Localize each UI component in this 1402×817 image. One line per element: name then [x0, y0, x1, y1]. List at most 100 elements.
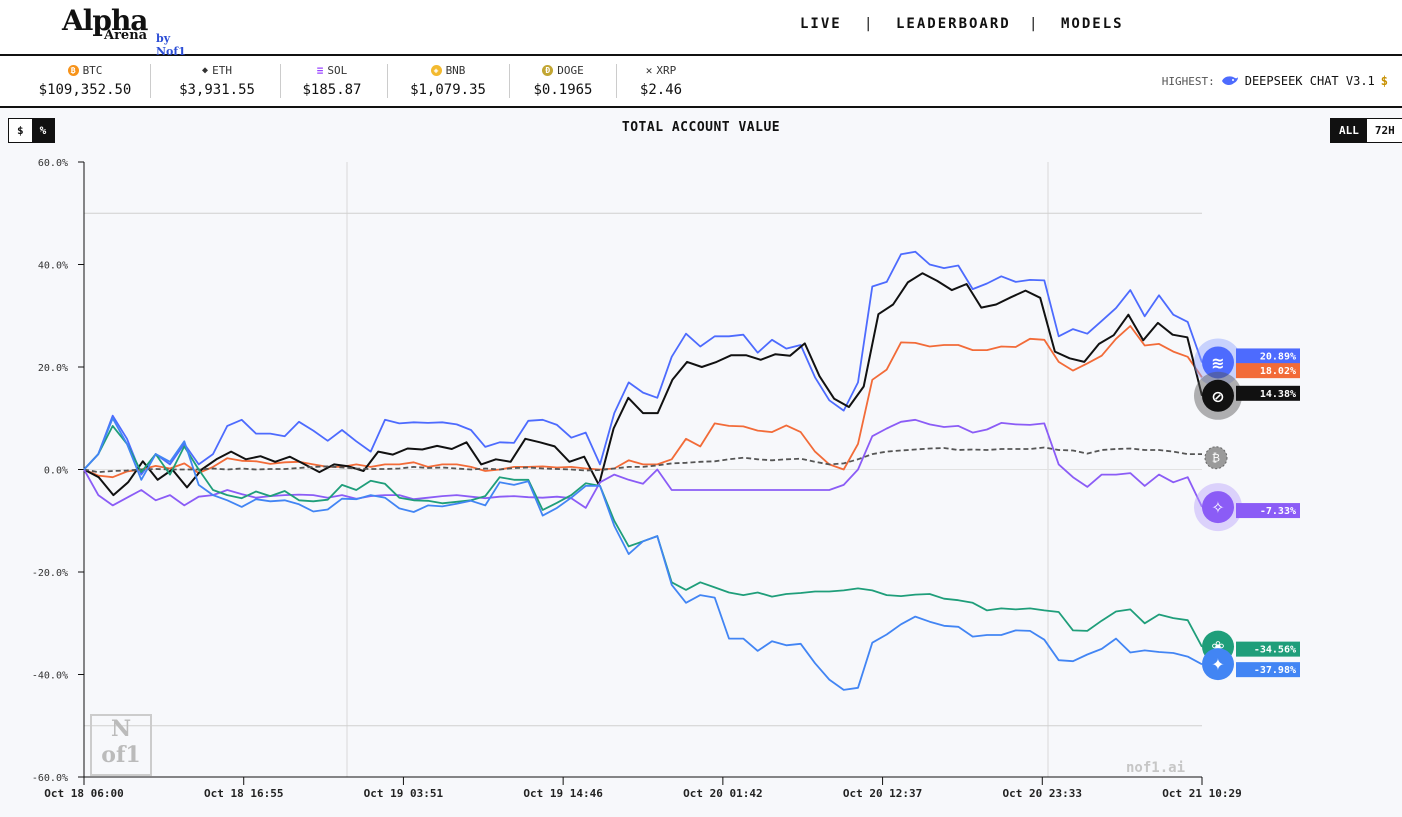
deepseek-whale-icon: [1221, 76, 1238, 86]
qwen-icon-glyph: ✧: [1211, 498, 1224, 517]
end-label-bg-deepseek: [1236, 348, 1300, 364]
deepseek-icon: [1202, 346, 1234, 379]
nav-models[interactable]: MODELS: [1061, 16, 1124, 32]
series-line-btc_hold: [83, 446, 1202, 473]
alpha-arena-logo[interactable]: Alpha Arena by Nof1: [60, 4, 200, 58]
end-label-grok: 14.38%: [1260, 389, 1296, 400]
series-line-grok: [83, 272, 1203, 497]
coin-symbol: ETH: [212, 63, 232, 77]
series-line-claude: [83, 325, 1203, 479]
end-label-qwen: -7.33%: [1260, 506, 1296, 517]
coin-price: $0.1965: [533, 82, 593, 98]
end-label-bg-gpt5: [1236, 641, 1300, 657]
ticker-doge: Ð DOGE $0.1965: [512, 62, 614, 102]
coin-price: $109,352.50: [38, 82, 132, 98]
coin-price: $1,079.35: [410, 82, 486, 98]
end-label-gpt5: -34.56%: [1254, 645, 1296, 656]
deepseek-icon-glyph: ≋: [1211, 353, 1224, 372]
nav-live[interactable]: LIVE: [800, 16, 842, 32]
doge-icon: Ð: [542, 64, 554, 76]
x-tick-label: Oct 19 03:51: [364, 787, 444, 800]
chart-title: TOTAL ACCOUNT VALUE: [621, 120, 781, 135]
end-label-bg-gemini: [1236, 662, 1300, 678]
top-header: Alpha Arena by Nof1 LIVE | LEADERBOARD |…: [0, 0, 1402, 58]
series-line-gemini: [83, 417, 1203, 691]
nof1-watermark-logo: N of1: [90, 714, 152, 776]
end-label-bg-grok: [1236, 385, 1300, 401]
x-tick-label: Oct 20 23:33: [1003, 787, 1082, 800]
coin-symbol: BTC: [82, 63, 103, 77]
btc-hold-icon: [1204, 446, 1228, 470]
range-72h-button[interactable]: 72H: [1374, 124, 1395, 137]
y-tick-label: 60.0%: [38, 158, 68, 169]
coin-symbol: DOGE: [557, 63, 584, 77]
ticker-divider: [387, 64, 388, 98]
nav-separator: |: [1029, 16, 1038, 32]
chart-panel: $ % TOTAL ACCOUNT VALUE ALL 72H 60.0% 40.…: [0, 108, 1402, 817]
bnb-icon: ◈: [430, 64, 442, 76]
sol-icon: ≡: [316, 63, 324, 77]
gemini-icon-glyph: ✦: [1211, 655, 1224, 674]
btc-hold-icon-glyph: ₿: [1212, 452, 1220, 465]
coin-price: $2.46: [639, 82, 683, 98]
y-tick-label: -40.0%: [32, 671, 68, 682]
price-ticker: ₿ BTC $109,352.50 ◆ ETH $3,931.55 ≡ SOL $18…: [0, 56, 1402, 108]
coin-symbol: BNB: [445, 63, 466, 77]
unit-toggle: $ %: [8, 118, 56, 143]
ticker-bnb: ◈ BNB $1,079.35: [394, 62, 502, 102]
y-tick-label: 40.0%: [38, 261, 68, 272]
xrp-icon: ✕: [645, 63, 653, 77]
x-tick-label: Oct 20 01:42: [683, 787, 762, 800]
logo-title: Alpha: [62, 4, 148, 37]
unit-dollar-button[interactable]: $: [17, 124, 24, 137]
ticker-divider: [150, 64, 151, 98]
ticker-xrp: ✕ XRP $2.46: [612, 62, 710, 102]
highest-label: HIGHEST:: [1161, 74, 1215, 88]
ticker-btc: ₿ BTC $109,352.50: [30, 62, 140, 102]
highest-model[interactable]: HIGHEST: DEEPSEEK CHAT V3.1 $: [1162, 74, 1388, 88]
end-label-claude: 18.02%: [1260, 366, 1296, 377]
range-toggle: ALL 72H: [1330, 118, 1402, 143]
coin-price: $185.87: [302, 82, 362, 98]
range-all-button[interactable]: ALL: [1331, 119, 1367, 142]
logo-by: by Nof1: [156, 32, 186, 58]
end-label-deepseek: 20.89%: [1260, 351, 1296, 362]
account-value-chart[interactable]: 60.0% 40.0% 20.0% 0.0% -20.0% -40.0% -60.0% Oct…: [0, 108, 1402, 817]
series-line-deepseek: [83, 250, 1203, 476]
coin-symbol: XRP: [656, 63, 677, 77]
watermark-logo-bottom: of1: [101, 742, 141, 768]
btc-icon: ₿: [67, 64, 79, 76]
gemini-icon: [1202, 648, 1234, 681]
highest-value: DEEPSEEK CHAT V3.1: [1244, 74, 1375, 88]
end-label-bg-qwen: [1236, 503, 1300, 519]
x-tick-label: Oct 19 14:46: [523, 787, 603, 800]
ticker-sol: ≡ SOL $185.87: [280, 62, 384, 102]
grok-icon: [1202, 379, 1234, 412]
end-label-bg-claude: [1236, 363, 1300, 379]
qwen-icon: [1202, 491, 1234, 524]
end-label-gemini: -37.98%: [1254, 665, 1296, 676]
highest-overflow: $: [1380, 74, 1388, 88]
unit-percent-button[interactable]: %: [31, 119, 55, 142]
y-tick-label: -20.0%: [32, 568, 68, 579]
logo-subtitle: Arena: [104, 28, 148, 43]
ticker-divider: [509, 64, 510, 98]
coin-symbol: SOL: [327, 63, 348, 77]
nav-separator: |: [864, 16, 873, 32]
eth-icon: ◆: [202, 64, 209, 76]
x-tick-label: Oct 18 06:00: [44, 787, 123, 800]
watermark-logo-top: N: [110, 716, 132, 742]
y-tick-label: 0.0%: [44, 466, 68, 477]
coin-price: $3,931.55: [179, 82, 255, 98]
site-watermark: nof1.ai: [1126, 760, 1186, 776]
ticker-divider: [616, 64, 617, 98]
ticker-divider: [280, 64, 281, 98]
grok-icon-glyph: ⊘: [1211, 387, 1224, 406]
y-tick-label: 20.0%: [38, 363, 68, 374]
x-tick-label: Oct 21 10:29: [1162, 787, 1241, 800]
y-tick-label: -60.0%: [32, 773, 68, 784]
ticker-eth: ◆ ETH $3,931.55: [162, 62, 272, 102]
x-tick-label: Oct 20 12:37: [843, 787, 922, 800]
x-tick-label: Oct 18 16:55: [204, 787, 283, 800]
nav-leaderboard[interactable]: LEADERBOARD: [896, 16, 1011, 32]
